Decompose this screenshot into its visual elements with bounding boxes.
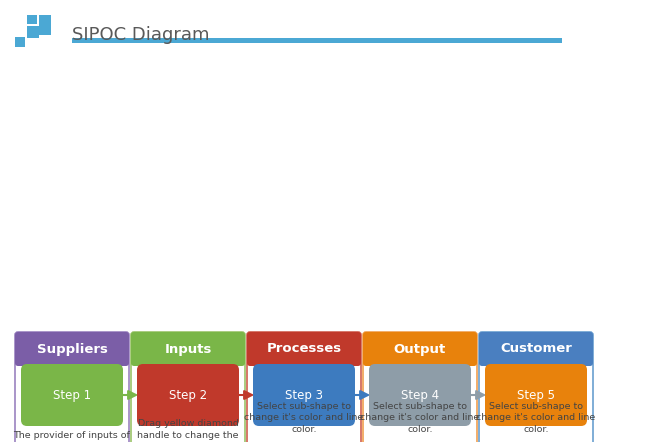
Text: SIPOC Diagram: SIPOC Diagram xyxy=(72,26,209,44)
Text: Step 5: Step 5 xyxy=(517,389,555,401)
FancyBboxPatch shape xyxy=(369,364,471,426)
Text: Step 2: Step 2 xyxy=(169,389,207,401)
Bar xyxy=(482,357,590,363)
Text: Inputs: Inputs xyxy=(164,343,212,355)
Text: Processes: Processes xyxy=(266,343,341,355)
FancyBboxPatch shape xyxy=(253,364,355,426)
FancyBboxPatch shape xyxy=(363,332,477,442)
FancyBboxPatch shape xyxy=(485,364,587,426)
FancyBboxPatch shape xyxy=(39,15,51,35)
FancyBboxPatch shape xyxy=(15,332,129,366)
Text: Drag yellow diamond
handle to change the
gap size and title height
of the items.: Drag yellow diamond handle to change the… xyxy=(131,419,246,442)
FancyBboxPatch shape xyxy=(27,26,39,38)
FancyBboxPatch shape xyxy=(21,364,123,426)
FancyBboxPatch shape xyxy=(363,332,477,366)
FancyBboxPatch shape xyxy=(479,332,593,366)
Text: Select sub-shape to
change it's color and line
color.

Hold Shift key and click
: Select sub-shape to change it's color an… xyxy=(360,402,480,442)
FancyBboxPatch shape xyxy=(27,15,37,24)
FancyBboxPatch shape xyxy=(131,332,245,442)
FancyBboxPatch shape xyxy=(15,37,25,47)
Bar xyxy=(18,357,126,363)
Text: Select sub-shape to
change it's color and line
color.

Hold Shift key and click
: Select sub-shape to change it's color an… xyxy=(244,402,363,442)
Text: Customer: Customer xyxy=(500,343,572,355)
FancyBboxPatch shape xyxy=(131,332,245,366)
Text: Select sub-shape to
change it's color and line
color.

Hold Shift key and click
: Select sub-shape to change it's color an… xyxy=(476,402,595,442)
FancyBboxPatch shape xyxy=(479,332,593,442)
Text: Step 4: Step 4 xyxy=(401,389,439,401)
FancyBboxPatch shape xyxy=(137,364,239,426)
FancyBboxPatch shape xyxy=(15,332,129,442)
Bar xyxy=(250,357,358,363)
Text: Output: Output xyxy=(394,343,446,355)
FancyBboxPatch shape xyxy=(247,332,361,442)
Bar xyxy=(366,357,474,363)
Text: Step 3: Step 3 xyxy=(285,389,323,401)
Text: The provider of inputs of
your process.: The provider of inputs of your process. xyxy=(14,431,131,442)
Bar xyxy=(72,38,562,43)
FancyBboxPatch shape xyxy=(247,332,361,366)
Text: Step 1: Step 1 xyxy=(53,389,91,401)
Bar xyxy=(134,357,242,363)
Text: Suppliers: Suppliers xyxy=(36,343,107,355)
